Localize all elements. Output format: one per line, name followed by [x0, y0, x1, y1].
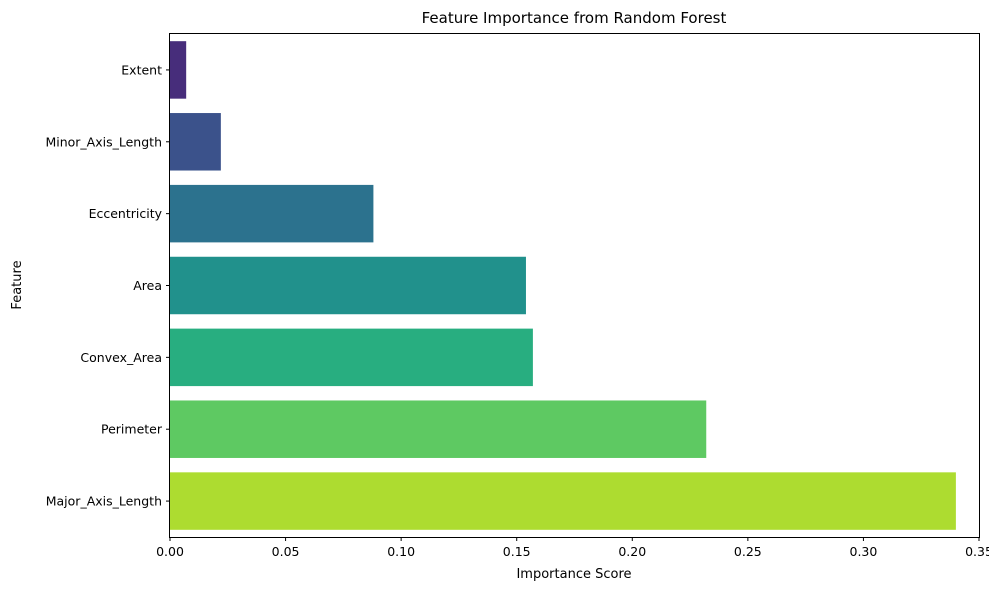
y-tick-label: Eccentricity [89, 206, 163, 221]
y-tick-label: Perimeter [101, 422, 163, 437]
x-axis-ticks: 0.00 0.05 0.10 0.15 0.20 0.25 0.30 0.35 [156, 537, 989, 559]
x-tick-label: 0.05 [272, 544, 300, 559]
bar-extent [170, 41, 187, 99]
y-tick-label: Minor_Axis_Length [45, 134, 162, 149]
bar-perimeter [170, 400, 707, 458]
x-tick-label: 0.20 [618, 544, 646, 559]
x-tick-label: 0.35 [965, 544, 989, 559]
bar-convex-area [170, 328, 533, 387]
bar-area [170, 256, 526, 315]
bar-minor-axis-length [170, 113, 221, 171]
x-tick-label: 0.10 [387, 544, 415, 559]
y-tick-label: Extent [121, 62, 162, 77]
x-tick-label: 0.00 [156, 544, 184, 559]
chart-title: Feature Importance from Random Forest [422, 9, 727, 27]
y-tick-label: Convex_Area [80, 350, 162, 365]
y-tick-label: Area [133, 278, 162, 293]
bars-group [170, 41, 956, 530]
y-axis-label: Feature [10, 260, 25, 309]
x-tick-label: 0.25 [734, 544, 762, 559]
x-tick-label: 0.30 [850, 544, 878, 559]
bar-major-axis-length [170, 472, 956, 530]
plot-frame [169, 33, 980, 538]
x-tick-label: 0.15 [503, 544, 531, 559]
y-tick-label: Major_Axis_Length [46, 494, 162, 509]
y-axis-ticks: Extent Minor_Axis_Length Eccentricity Area C… [45, 62, 170, 509]
bar-eccentricity [170, 184, 374, 243]
x-axis-label: Importance Score [516, 567, 631, 582]
